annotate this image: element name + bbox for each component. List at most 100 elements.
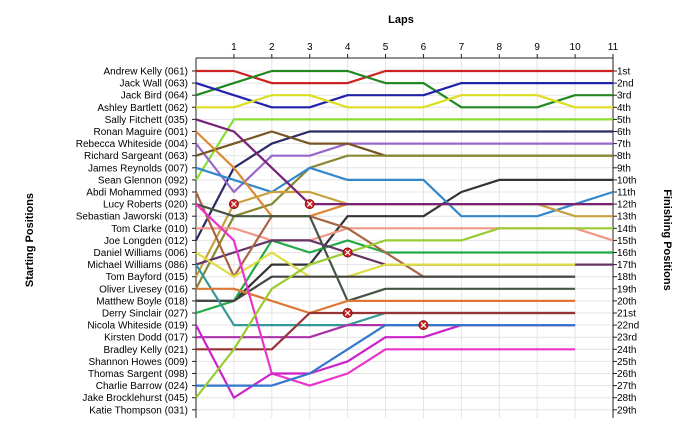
series-line bbox=[195, 69, 613, 109]
driver-label: Jack Wall (063) bbox=[119, 79, 188, 90]
driver-label: Bradley Kelly (021) bbox=[104, 345, 188, 356]
driver-label: Ronan Maguire (001) bbox=[94, 127, 189, 138]
finishing-position-label: 22nd bbox=[617, 321, 639, 332]
retirement-marker bbox=[342, 308, 353, 318]
finishing-position-label: 28th bbox=[617, 393, 636, 404]
driver-label: Tom Clarke (010) bbox=[111, 224, 188, 235]
finishing-position-label: 8th bbox=[617, 151, 631, 162]
series-line bbox=[196, 324, 576, 387]
retirement-marker-cross bbox=[344, 249, 351, 256]
retirement-marker bbox=[418, 320, 429, 331]
driver-label: Oliver Livesey (016) bbox=[99, 284, 188, 295]
lap-tick-label: 1 bbox=[231, 42, 237, 53]
series-line bbox=[195, 239, 613, 315]
driver-label: Kirsten Dodd (017) bbox=[104, 333, 188, 344]
lap-tick-label: 4 bbox=[345, 42, 351, 53]
lap-tick-label: 9 bbox=[534, 42, 540, 53]
driver-label: Thomas Sargent (098) bbox=[88, 369, 188, 380]
driver-label: Sebastian Jaworski (013) bbox=[76, 212, 188, 223]
driver-label: Jack Bird (064) bbox=[121, 91, 188, 102]
driver-label: Rebecca Whiteside (004) bbox=[76, 139, 188, 150]
driver-label: Joe Longden (012) bbox=[104, 236, 188, 247]
driver-label: Abdi Mohammed (093) bbox=[86, 188, 188, 199]
lap-tick-label: 8 bbox=[496, 42, 502, 53]
lap-tick-label: 6 bbox=[421, 42, 427, 53]
series-line bbox=[196, 94, 613, 109]
finishing-position-label: 13th bbox=[617, 212, 636, 223]
finishing-position-label: 12th bbox=[617, 200, 636, 211]
driver-label: Tom Bayford (015) bbox=[106, 272, 188, 283]
driver-label: Katie Thompson (031) bbox=[89, 405, 188, 416]
finishing-position-label: 23rd bbox=[617, 333, 637, 344]
series-line bbox=[196, 287, 576, 315]
labels: 1 2 3 4 5 6 7 8 9 10 11 Andrew Kelly (061)Jack Wall… bbox=[76, 42, 640, 416]
driver-label: Richard Sargeant (063) bbox=[84, 151, 188, 162]
lap-tick-label: 2 bbox=[269, 42, 275, 53]
retirement-marker-cross bbox=[230, 201, 237, 208]
series-line bbox=[196, 69, 613, 85]
finishing-position-label: 7th bbox=[617, 139, 631, 150]
finishing-position-label: 1st bbox=[617, 67, 631, 78]
series-line bbox=[195, 203, 576, 302]
series-line bbox=[196, 178, 613, 302]
lap-tick-label: 7 bbox=[459, 42, 465, 53]
series-line bbox=[195, 154, 613, 290]
lap-tick-label: 3 bbox=[307, 42, 313, 53]
finishing-position-label: 6th bbox=[617, 127, 631, 138]
retirement-marker-cross bbox=[344, 310, 351, 316]
top-axis-title: Laps bbox=[388, 14, 414, 26]
lap-tick-label: 5 bbox=[383, 42, 389, 53]
driver-label: Sean Glennon (092) bbox=[98, 175, 188, 186]
driver-label: Shannon Howes (009) bbox=[88, 357, 188, 368]
retirement-marker-cross bbox=[306, 201, 313, 208]
series-line bbox=[195, 130, 613, 241]
finishing-position-label: 27th bbox=[617, 381, 636, 392]
finishing-position-label: 9th bbox=[617, 163, 631, 174]
lap-tick-label: 10 bbox=[570, 42, 582, 53]
driver-label: Nicola Whiteside (019) bbox=[87, 321, 188, 332]
series-line bbox=[195, 81, 613, 109]
finishing-position-label: 4th bbox=[617, 103, 631, 114]
series-line bbox=[195, 118, 613, 181]
finishing-position-label: 19th bbox=[617, 284, 636, 295]
driver-label: Matthew Boyle (018) bbox=[96, 296, 188, 307]
driver-label: James Reynolds (007) bbox=[88, 163, 188, 174]
finishing-position-label: 21st bbox=[617, 309, 636, 320]
finishing-position-label: 24th bbox=[617, 345, 636, 356]
retirement-marker bbox=[342, 247, 353, 258]
finishing-position-label: 5th bbox=[617, 115, 631, 126]
series-line bbox=[195, 118, 613, 206]
driver-label: Derry Sinclair (027) bbox=[102, 309, 188, 320]
right-axis-title: Finishing Positions bbox=[661, 189, 673, 290]
driver-label: Charlie Barrow (024) bbox=[96, 381, 188, 392]
retirement-marker-cross bbox=[420, 322, 427, 329]
left-axis-title: Starting Positions bbox=[24, 193, 36, 287]
series-line bbox=[196, 275, 576, 302]
finishing-position-label: 25th bbox=[617, 357, 636, 368]
driver-label: Andrew Kelly (061) bbox=[104, 67, 188, 78]
series-line bbox=[196, 311, 576, 351]
finishing-position-label: 2nd bbox=[617, 79, 634, 90]
driver-label: Lucy Roberts (020) bbox=[103, 200, 188, 211]
series-line bbox=[195, 227, 613, 399]
finishing-position-label: 29th bbox=[617, 405, 636, 416]
retirement-marker bbox=[228, 199, 239, 210]
series-line bbox=[195, 203, 576, 387]
lap-tick-label: 11 bbox=[608, 42, 619, 53]
finishing-position-label: 14th bbox=[617, 224, 636, 235]
finishing-position-label: 17th bbox=[617, 260, 636, 271]
series-line bbox=[195, 166, 614, 218]
finishing-position-label: 3rd bbox=[617, 91, 631, 102]
finishing-position-label: 26th bbox=[617, 369, 636, 380]
series-line bbox=[195, 251, 576, 278]
driver-label: Ashley Bartlett (062) bbox=[97, 103, 188, 114]
driver-label: Sally Fitchett (035) bbox=[105, 115, 188, 126]
driver-label: Jake Brocklehurst (045) bbox=[82, 393, 188, 404]
series-lines bbox=[194, 69, 614, 399]
finishing-position-label: 10th bbox=[617, 175, 636, 186]
retirement-markers bbox=[228, 199, 429, 331]
finishing-position-label: 11th bbox=[617, 188, 636, 199]
finishing-position-label: 18th bbox=[617, 272, 636, 283]
